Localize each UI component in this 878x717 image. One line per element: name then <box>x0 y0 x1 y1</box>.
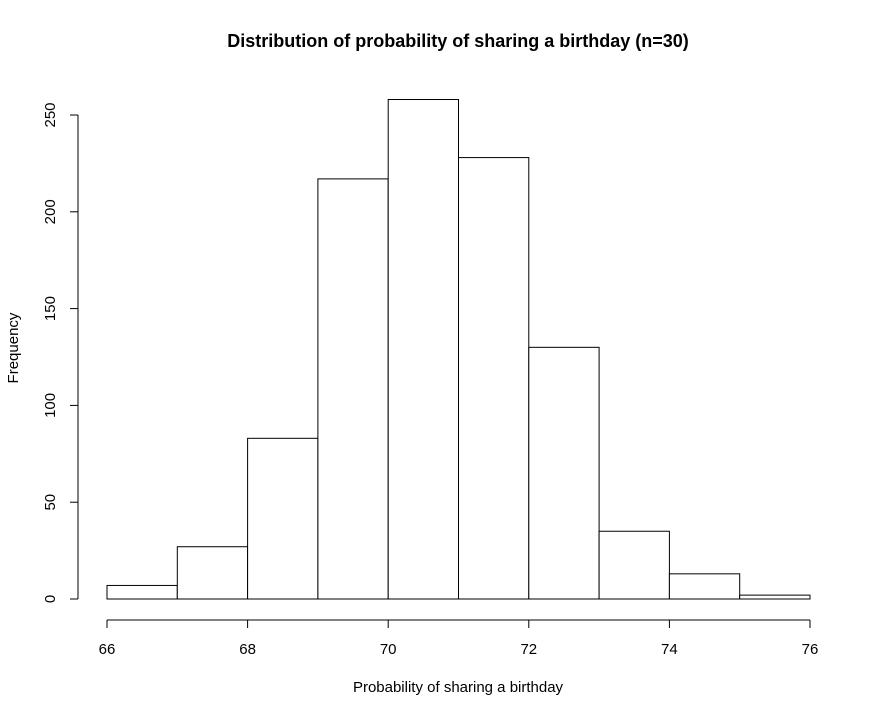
chart-title: Distribution of probability of sharing a… <box>227 31 689 51</box>
x-axis-label: Probability of sharing a birthday <box>353 679 564 696</box>
x-tick-label: 68 <box>239 641 256 658</box>
histogram-bar <box>739 594 811 600</box>
y-tick-label: 0 <box>42 595 59 603</box>
y-tick-label: 150 <box>42 296 59 321</box>
x-tick-label: 76 <box>802 641 819 658</box>
x-axis: 66 68 70 72 74 76 <box>99 619 819 658</box>
histogram-bar <box>528 346 600 600</box>
histogram-bar <box>106 584 178 600</box>
x-tick-label: 66 <box>99 641 116 658</box>
histogram-bar <box>317 178 389 600</box>
x-tick-label: 72 <box>520 641 537 658</box>
y-axis-label: Frequency <box>5 312 22 383</box>
x-tick-label: 74 <box>661 641 678 658</box>
histogram-bar <box>387 99 460 600</box>
histogram-bar <box>668 573 741 600</box>
histogram-bar <box>176 546 249 600</box>
y-tick-label: 50 <box>42 494 59 511</box>
histogram-bar <box>598 530 670 600</box>
y-tick-label: 200 <box>42 199 59 224</box>
y-tick-label: 100 <box>42 393 59 418</box>
histogram-bar <box>247 437 319 600</box>
bars-group <box>106 99 811 600</box>
histogram-bar <box>458 157 530 600</box>
x-tick-label: 70 <box>380 641 397 658</box>
y-axis: 0 50 100 150 200 250 <box>42 102 79 603</box>
y-tick-label: 250 <box>42 102 59 127</box>
